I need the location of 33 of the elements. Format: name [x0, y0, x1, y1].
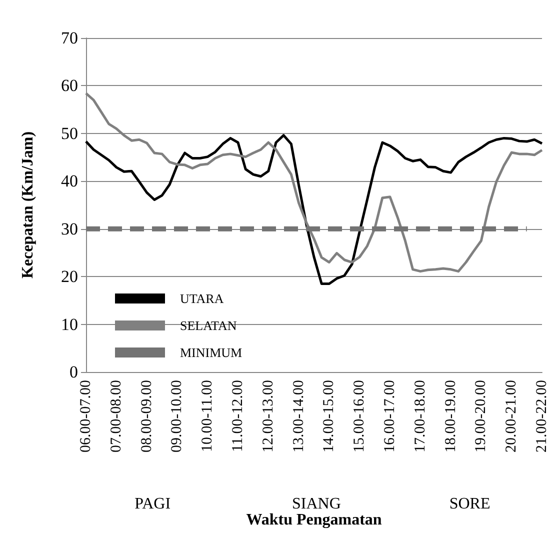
- x-tick-label: 09.00-10.00: [169, 380, 186, 452]
- x-tick-label: 12.00-13.00: [260, 380, 276, 452]
- x-tick-label: 08.00-09.00: [138, 380, 155, 452]
- x-tick-label: 19.00-20.00: [473, 380, 490, 452]
- x-tick-label: 14.00-15.00: [321, 380, 338, 452]
- line-series: [84, 134, 544, 285]
- text: SORE: [449, 496, 490, 512]
- text: PAGI: [134, 496, 171, 512]
- y-tick-label: 60: [61, 76, 78, 96]
- y-tick-label: 20: [61, 267, 78, 286]
- x-tick-label: 15.00-16.00: [352, 380, 368, 452]
- x-tick-label: 17.00-18.00: [412, 380, 428, 452]
- x-tick-label: 16.00-17.00: [382, 380, 398, 452]
- y-axis-title: Kecepatan (Km/Jam): [20, 131, 36, 279]
- y-tick-label: 50: [61, 124, 78, 143]
- y-tick-label: 40: [61, 172, 78, 191]
- x-tick-label: 20.00-21.00: [504, 380, 520, 452]
- text: SIANG: [292, 496, 342, 512]
- y-tick-label: 30: [61, 219, 78, 238]
- x-tick-label: 10.00-11.00: [200, 380, 216, 452]
- y-tick-label: 10: [61, 314, 78, 334]
- legend-label: MINIMUM: [180, 345, 243, 360]
- x-tick-label: 11.00-12.00: [230, 380, 246, 452]
- x-tick-label: 21.00-22.00: [534, 380, 550, 452]
- x-tick-label: 18.00-19.00: [442, 380, 459, 452]
- legend-label: SELATAN: [180, 318, 238, 333]
- x-axis-title: Waktu Pengamatan: [246, 512, 382, 528]
- x-tick-label: 13.00-14.00: [290, 380, 307, 452]
- x-tick-label: 06.00-07.00: [78, 380, 94, 452]
- y-tick-label: 70: [61, 28, 78, 48]
- legend-label: UTARA: [180, 291, 224, 306]
- x-tick-label: 07.00-08.00: [108, 380, 124, 452]
- y-tick-label: 0: [70, 362, 78, 382]
